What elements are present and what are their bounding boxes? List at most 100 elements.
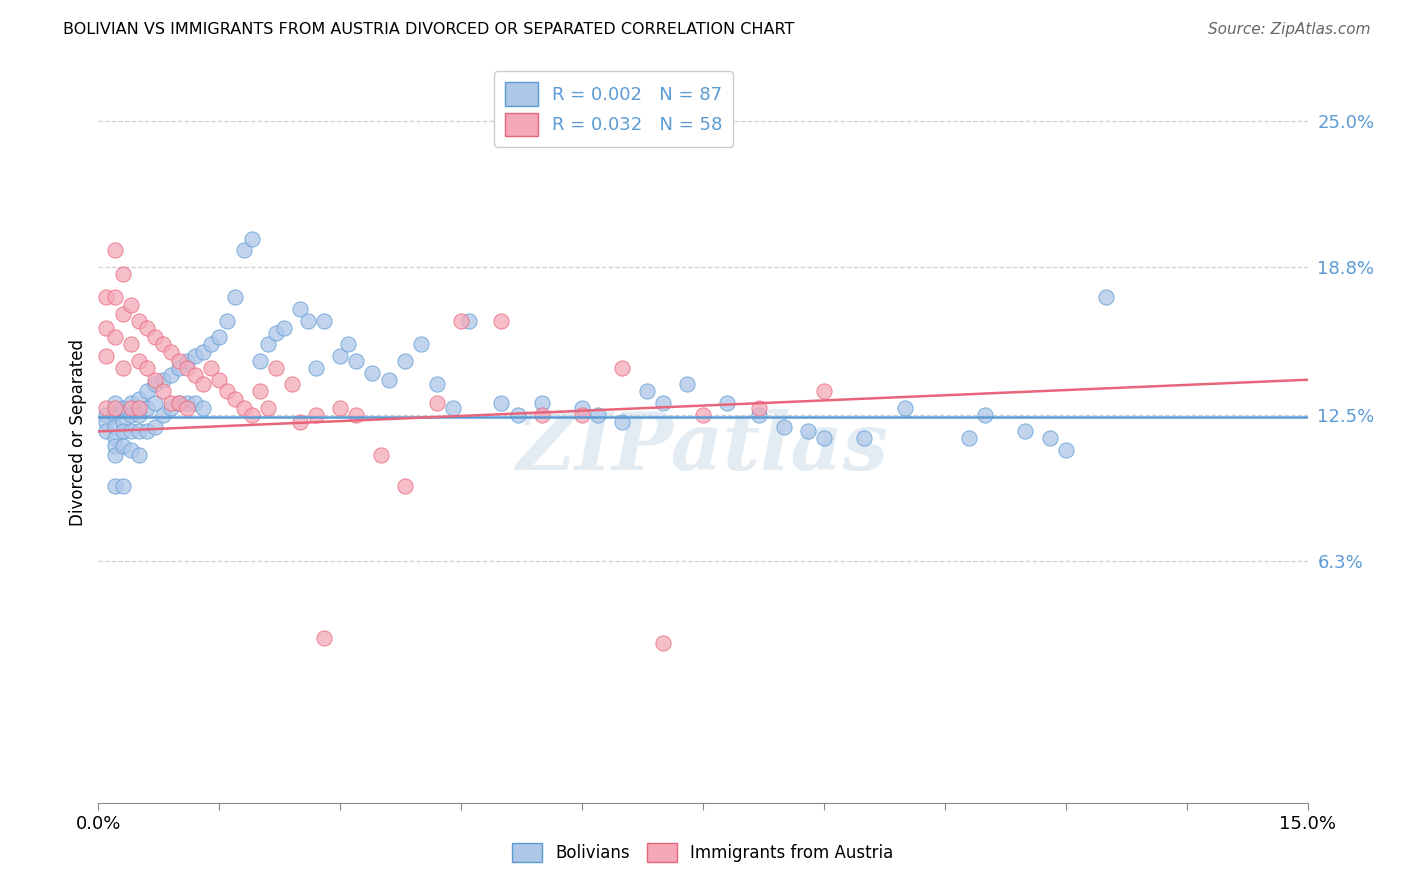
Point (651, 636, 673, 650)
Point (256, 337, 278, 351)
Point (96, 408, 118, 422)
Point (797, 425, 820, 439)
Text: ZIPatlas: ZIPatlas (517, 409, 889, 486)
Point (128, 392, 150, 406)
Point (571, 408, 593, 422)
Point (957, 432, 980, 446)
Point (450, 314, 472, 328)
Point (441, 401, 464, 415)
Point (111, 267, 134, 281)
Point (103, 419, 125, 434)
Point (491, 396, 513, 410)
Point (143, 373, 166, 387)
Point (135, 361, 157, 376)
Point (344, 408, 367, 422)
Point (586, 408, 609, 422)
Point (314, 314, 336, 328)
Point (103, 396, 125, 410)
Point (217, 384, 239, 399)
Point (377, 373, 399, 387)
Point (143, 377, 166, 392)
Point (160, 344, 183, 359)
Point (297, 314, 319, 328)
Point (128, 314, 150, 328)
Point (264, 361, 287, 376)
Point (208, 373, 231, 387)
Point (103, 448, 125, 462)
Point (103, 290, 125, 304)
Point (458, 314, 481, 328)
Point (491, 314, 513, 328)
Point (344, 354, 367, 368)
Text: BOLIVIAN VS IMMIGRANTS FROM AUSTRIA DIVORCED OR SEPARATED CORRELATION CHART: BOLIVIAN VS IMMIGRANTS FROM AUSTRIA DIVO… (63, 22, 794, 37)
Point (193, 401, 215, 415)
Point (176, 361, 198, 376)
Point (184, 349, 207, 363)
Point (692, 408, 714, 422)
Point (232, 244, 254, 258)
Point (135, 384, 157, 399)
Point (143, 419, 166, 434)
Point (409, 337, 432, 351)
Point (128, 401, 150, 415)
Point (128, 354, 150, 368)
Point (103, 408, 125, 422)
Point (120, 297, 142, 311)
Point (676, 377, 699, 392)
Point (103, 432, 125, 446)
Point (167, 354, 190, 368)
Point (748, 401, 770, 415)
Point (370, 448, 392, 462)
Point (337, 337, 360, 351)
Point (530, 408, 553, 422)
Point (111, 361, 134, 376)
Point (96, 321, 118, 335)
Text: Source: ZipAtlas.com: Source: ZipAtlas.com (1208, 22, 1371, 37)
Point (96, 290, 118, 304)
Point (135, 425, 157, 439)
Point (1039, 432, 1062, 446)
Point (974, 408, 997, 422)
Point (96, 425, 118, 439)
Point (426, 377, 449, 392)
Point (160, 396, 183, 410)
Point (240, 408, 263, 422)
Point (120, 443, 142, 458)
Point (224, 392, 246, 406)
Point (249, 384, 271, 399)
Point (103, 438, 125, 452)
Point (200, 337, 222, 351)
Point (288, 302, 311, 317)
Point (103, 244, 125, 258)
Point (111, 425, 134, 439)
Y-axis label: Divorced or Separated: Divorced or Separated (69, 339, 87, 526)
Point (394, 478, 416, 492)
Point (305, 408, 328, 422)
Point (160, 368, 183, 382)
Point (1014, 425, 1036, 439)
Point (612, 361, 634, 376)
Point (103, 478, 125, 492)
Point (813, 432, 835, 446)
Point (314, 632, 336, 646)
Point (264, 326, 287, 340)
Point (288, 415, 311, 429)
Point (111, 478, 134, 492)
Point (240, 232, 263, 246)
Point (111, 415, 134, 429)
Point (120, 396, 142, 410)
Point (152, 408, 174, 422)
Point (135, 321, 157, 335)
Point (716, 396, 738, 410)
Point (160, 401, 183, 415)
Point (853, 432, 876, 446)
Point (232, 401, 254, 415)
Point (143, 396, 166, 410)
Point (361, 366, 384, 380)
Point (176, 396, 198, 410)
Point (772, 419, 794, 434)
Point (256, 401, 278, 415)
Point (184, 368, 207, 382)
Point (200, 361, 222, 376)
Point (281, 377, 304, 392)
